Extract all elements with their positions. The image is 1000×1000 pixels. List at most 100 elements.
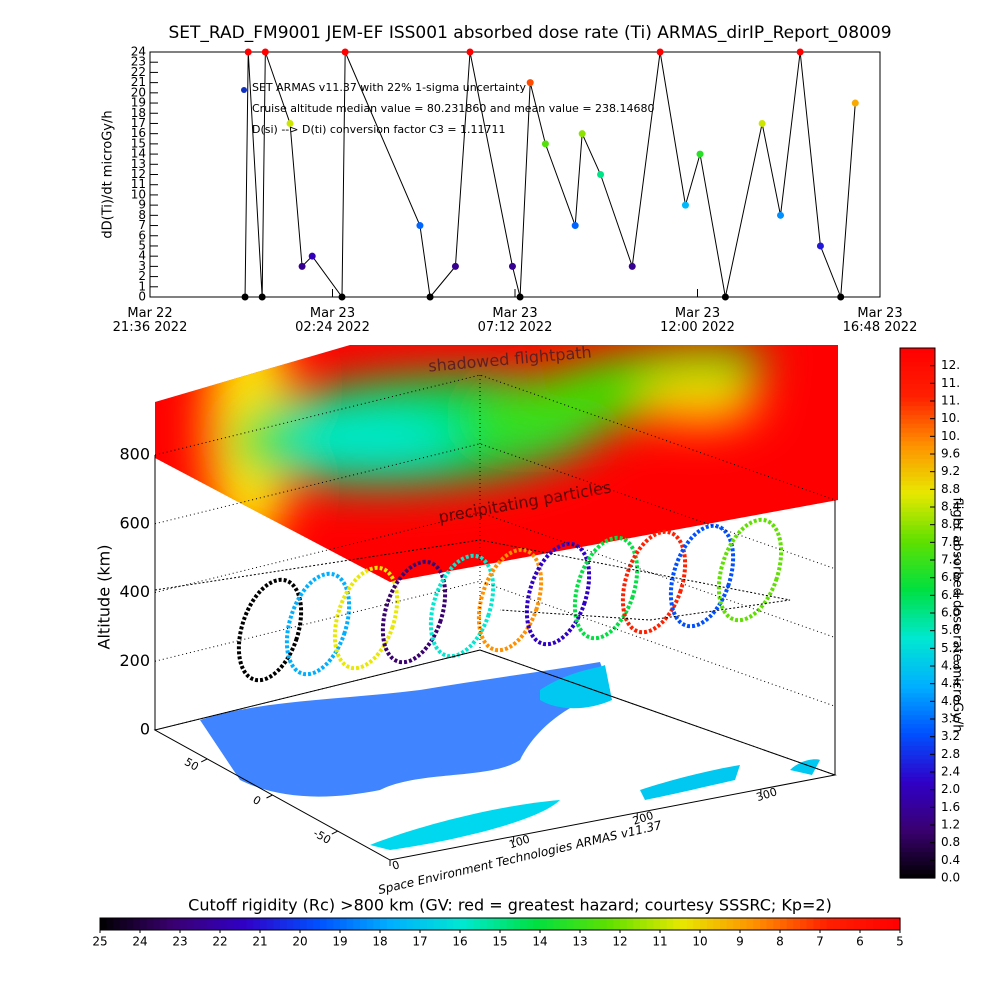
colorbar-cell xyxy=(900,511,935,517)
colorbar-tick-label: 19 xyxy=(332,935,347,949)
land-mass xyxy=(200,662,610,797)
data-point xyxy=(777,211,785,219)
colorbar-cell xyxy=(900,767,935,773)
colorbar-cell xyxy=(466,918,474,930)
colorbar-cell xyxy=(613,918,621,930)
data-point xyxy=(578,130,586,138)
z-tick-label: 600 xyxy=(119,513,150,532)
x-tick-label: 200 xyxy=(631,809,655,828)
colorbar-cell xyxy=(493,918,501,930)
data-point xyxy=(298,262,306,270)
data-point xyxy=(758,119,766,127)
data-point xyxy=(508,262,516,270)
colorbar-cell xyxy=(900,727,935,733)
colorbar-cell xyxy=(213,918,221,930)
colorbar-cell xyxy=(253,918,261,930)
colorbar-cell xyxy=(900,745,935,751)
colorbar-cell xyxy=(806,918,814,930)
z-tick-label: 200 xyxy=(119,651,150,670)
colorbar-cell xyxy=(526,918,534,930)
colorbar-tick-label: 8.4 xyxy=(941,500,960,514)
colorbar-tick-label: 21 xyxy=(252,935,267,949)
colorbar-tick-label: 11. xyxy=(941,376,960,390)
colorbar-tick-label: 10. xyxy=(941,429,960,443)
colorbar-cell xyxy=(720,918,728,930)
colorbar-cell xyxy=(900,789,935,795)
colorbar-tick-label: 25 xyxy=(92,935,107,949)
colorbar-tick-label: 11 xyxy=(652,935,667,949)
colorbar-cell xyxy=(900,842,935,848)
colorbar-cell xyxy=(900,825,935,831)
data-point xyxy=(466,48,474,56)
colorbar-tick-label: 1.6 xyxy=(941,800,960,814)
y-tick-label: 0 xyxy=(250,793,263,808)
colorbar-tick-label: 4.8 xyxy=(941,659,960,673)
colorbar-cell xyxy=(393,918,401,930)
colorbar-cell xyxy=(900,639,935,645)
colorbar-cell xyxy=(900,352,935,358)
colorbar-cell xyxy=(900,608,935,614)
colorbar-label: Cutoff rigidity (Rc) >800 km (GV: red = … xyxy=(188,896,832,915)
colorbar-cell xyxy=(900,454,935,460)
colorbar-cell xyxy=(766,918,774,930)
y-tick-label: 20 xyxy=(131,85,146,99)
colorbar-cell xyxy=(513,918,521,930)
colorbar-cell xyxy=(840,918,848,930)
colorbar-cell xyxy=(900,440,935,446)
y-tick-label: 11 xyxy=(131,177,146,191)
colorbar-tick-label: 16 xyxy=(452,935,467,949)
colorbar-cell xyxy=(900,776,935,782)
y-tick xyxy=(266,794,273,799)
colorbar-cell xyxy=(400,918,408,930)
y-tick-label: 2 xyxy=(138,269,146,283)
z-tick-label: 0 xyxy=(140,720,150,739)
colorbar-cell xyxy=(900,405,935,411)
annotation: Cruise altitude median value = 80.231860… xyxy=(252,102,655,115)
x-tick-label: Mar 23 07:12 2022 xyxy=(478,306,553,335)
colorbar-cell xyxy=(266,918,274,930)
flightpath-loop xyxy=(716,517,784,623)
colorbar-cell xyxy=(900,626,935,632)
colorbar-cell xyxy=(440,918,448,930)
colorbar-tick-label: 12 xyxy=(612,935,627,949)
colorbar-cell xyxy=(826,918,834,930)
colorbar-tick-label: 5.6 xyxy=(941,623,960,637)
colorbar-cell xyxy=(593,918,601,930)
colorbar-cell xyxy=(740,918,748,930)
colorbar-cell xyxy=(340,918,348,930)
colorbar-cell xyxy=(246,918,254,930)
y-tick-label: 17 xyxy=(131,116,146,130)
data-point xyxy=(796,48,804,56)
colorbar-cell xyxy=(900,498,935,504)
colorbar-cell xyxy=(900,741,935,747)
annotation-marker xyxy=(241,87,247,93)
x-tick-label: 300 xyxy=(755,785,779,804)
data-point xyxy=(541,140,549,148)
colorbar-cell xyxy=(546,918,554,930)
colorbar-cell xyxy=(900,458,935,464)
colorbar-cell xyxy=(900,705,935,711)
colorbar-cell xyxy=(353,918,361,930)
colorbar-cell xyxy=(900,847,935,853)
blob xyxy=(473,345,767,437)
data-point xyxy=(837,293,845,301)
colorbar-cell xyxy=(900,476,935,482)
colorbar-cell xyxy=(900,409,935,415)
colorbar-cell xyxy=(900,436,935,442)
data-point xyxy=(721,293,729,301)
colorbar-tick-label: 13 xyxy=(572,935,587,949)
colorbar-cell xyxy=(900,652,935,658)
x-tick-label: 100 xyxy=(507,832,531,851)
colorbar-cell xyxy=(386,918,394,930)
colorbar-cell xyxy=(900,577,935,583)
colorbar-cell xyxy=(900,582,935,588)
colorbar-cell xyxy=(900,710,935,716)
colorbar-cell xyxy=(666,918,674,930)
colorbar-cell xyxy=(446,918,454,930)
data-point xyxy=(851,99,859,107)
colorbar-cell xyxy=(900,590,935,596)
colorbar-cell xyxy=(866,918,874,930)
colorbar-cell xyxy=(900,772,935,778)
colorbar-cell xyxy=(326,918,334,930)
colorbar-cell xyxy=(586,918,594,930)
